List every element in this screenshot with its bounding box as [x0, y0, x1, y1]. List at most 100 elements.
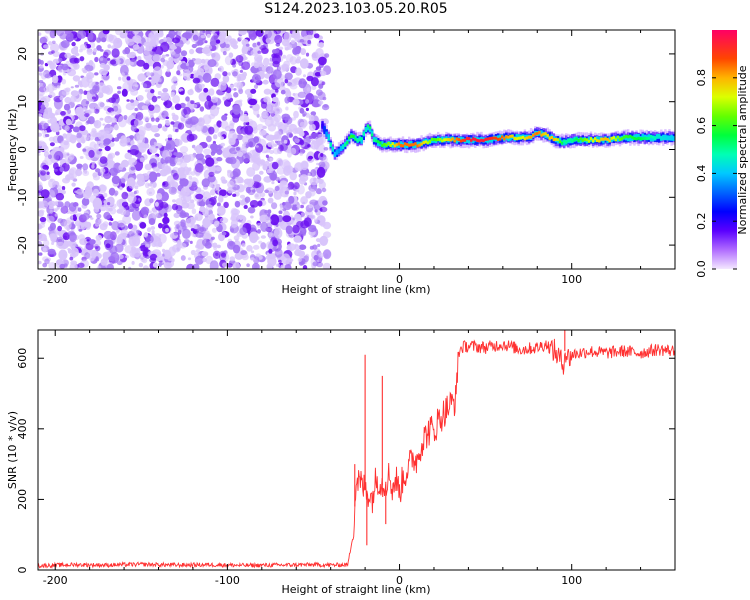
noise-blob — [202, 217, 211, 228]
noise-blob — [97, 101, 105, 109]
noise-blob — [230, 84, 235, 88]
noise-blob — [205, 204, 214, 211]
noise-blob — [306, 34, 313, 40]
noise-blob — [189, 240, 193, 244]
noise-blob — [116, 260, 123, 266]
noise-blob — [40, 200, 49, 209]
noise-blob — [206, 135, 212, 143]
noise-blob — [157, 241, 163, 248]
noise-blob — [66, 32, 74, 41]
ridge-segment — [445, 138, 448, 142]
ridge-segment — [556, 138, 560, 142]
ridge-segment — [672, 137, 675, 141]
noise-blob — [46, 171, 50, 175]
noise-blob — [227, 72, 231, 76]
noise-blob — [82, 163, 89, 171]
noise-blob — [208, 30, 212, 33]
ridge-segment — [637, 136, 640, 140]
noise-blob — [303, 255, 310, 263]
noise-blob — [267, 209, 272, 214]
noise-blob — [43, 44, 49, 49]
noise-blob — [266, 169, 272, 174]
noise-blob — [232, 168, 241, 178]
noise-blob — [175, 224, 180, 229]
noise-blob — [236, 106, 241, 111]
noise-blob — [55, 192, 65, 201]
noise-blob — [64, 155, 73, 163]
ridge-segment — [463, 138, 467, 142]
noise-blob — [82, 69, 88, 74]
noise-blob — [313, 254, 319, 261]
noise-blob — [108, 221, 112, 226]
ridge-segment — [387, 141, 390, 145]
ridge-segment — [370, 130, 374, 136]
noise-blob — [70, 47, 79, 55]
ridge-segment — [492, 136, 496, 140]
ridge-segment — [507, 135, 510, 139]
ridge-segment — [656, 135, 659, 139]
noise-blob — [210, 189, 216, 196]
noise-blob — [143, 116, 151, 122]
noise-blob — [296, 204, 301, 208]
noise-blob — [40, 97, 46, 102]
snr-x-tick-label: -200 — [43, 574, 68, 587]
noise-blob — [136, 247, 141, 252]
noise-blob — [146, 35, 156, 45]
noise-blob — [247, 206, 256, 214]
noise-blob — [252, 42, 258, 48]
noise-blob — [255, 145, 259, 148]
noise-blob — [290, 147, 297, 155]
ridge-segment — [397, 143, 401, 149]
noise-blob — [160, 65, 164, 69]
noise-blob — [130, 166, 136, 171]
noise-blob — [140, 181, 144, 186]
noise-blob — [292, 98, 300, 106]
noise-blob — [219, 217, 229, 224]
noise-blob — [86, 49, 93, 55]
noise-blob — [180, 170, 185, 176]
ridge-segment — [505, 135, 508, 139]
ridge-segment — [523, 137, 527, 141]
noise-blob — [118, 76, 122, 81]
noise-blob — [204, 196, 207, 199]
noise-blob — [275, 263, 280, 267]
noise-blob — [151, 95, 158, 103]
spectrogram-x-ticks: -200 -100 0 100 — [43, 30, 676, 286]
noise-blob — [92, 85, 100, 94]
noise-blob — [180, 255, 186, 261]
noise-blob — [38, 32, 42, 36]
noise-blob — [120, 229, 128, 236]
noise-blob — [206, 234, 212, 240]
noise-blob — [257, 200, 263, 207]
noise-blob — [164, 156, 173, 164]
noise-blob — [153, 107, 160, 113]
ridge-segment — [354, 137, 357, 141]
noise-blob — [106, 263, 114, 269]
noise-blob — [270, 146, 274, 149]
noise-blob — [267, 253, 277, 260]
noise-blob — [110, 203, 117, 209]
noise-blob — [86, 239, 90, 242]
noise-blob — [251, 74, 261, 84]
noise-blob — [215, 183, 221, 188]
noise-blob — [189, 48, 195, 55]
noise-blob — [207, 201, 212, 204]
noise-blob — [101, 37, 107, 43]
ridge-segment — [662, 137, 665, 141]
ridge-segment — [563, 139, 566, 143]
ridge-segment — [443, 138, 446, 142]
noise-blob — [321, 81, 326, 86]
noise-blob — [243, 205, 248, 209]
noise-blob — [119, 186, 123, 191]
noise-blob — [148, 32, 154, 39]
snr-y-tick-label: 200 — [16, 489, 29, 510]
ridge-segment — [461, 138, 465, 142]
ridge-segment — [546, 133, 549, 137]
noise-blob — [99, 223, 108, 231]
noise-blob — [250, 257, 255, 261]
noise-blob — [163, 212, 168, 218]
noise-blob — [222, 51, 227, 56]
spectrogram-y-tick-label: 20 — [16, 47, 29, 61]
spectrogram-y-tick-label: -10 — [16, 188, 29, 206]
noise-blob — [72, 63, 78, 68]
